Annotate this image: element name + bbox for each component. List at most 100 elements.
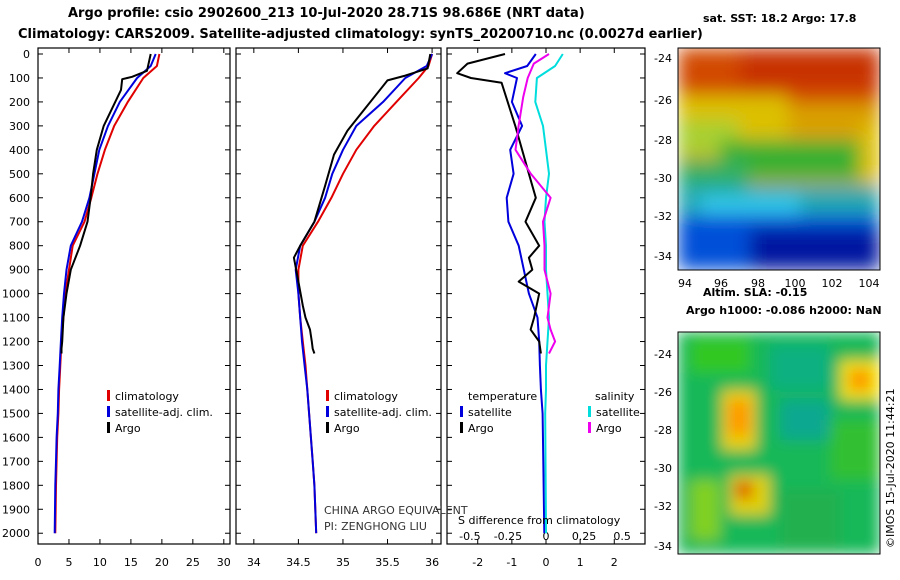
annotation-institution: CHINA ARGO EQUIVALENT xyxy=(324,504,468,517)
legend-label-argo: Argo xyxy=(334,422,360,435)
sla-lat-tick-label: -26 xyxy=(654,386,672,399)
legend-swatch-climatology xyxy=(326,390,329,401)
x-tick-label: -1 xyxy=(506,556,517,569)
legend-label-satellite: satellite-adj. clim. xyxy=(334,406,432,419)
depth-tick-label: 1400 xyxy=(2,383,30,396)
sst-map-frame xyxy=(677,47,881,271)
annotation-pi: PI: ZENGHONG LIU xyxy=(324,520,427,533)
legend-label-argo: Argo xyxy=(115,422,141,435)
x-tick-label: 36 xyxy=(425,556,439,569)
x-tick-label: 20 xyxy=(155,556,169,569)
depth-tick-label: 1100 xyxy=(2,312,30,325)
x-tick-label: 1 xyxy=(577,556,584,569)
legend-swatch-sal-satellite xyxy=(588,406,591,417)
legend-head-salinity: salinity xyxy=(595,390,635,403)
legend-swatch-sal-argo xyxy=(588,422,591,433)
sst-lon-tick-label: 100 xyxy=(785,277,806,290)
series-line-satellite-adj-clim- xyxy=(294,53,434,534)
map-axes: -24 -26 -28 -30 -32 -34 94 96 98 100 102 104 -24 -26 -… xyxy=(654,52,879,553)
x-tick-label: 34.5 xyxy=(286,556,311,569)
legend-label-climatology: climatology xyxy=(334,390,398,403)
depth-tick-label: 1800 xyxy=(2,479,30,492)
legend-swatch-satellite xyxy=(326,406,329,417)
sla-lat-tick-label: -24 xyxy=(654,348,672,361)
sla-lat-tick-label: -30 xyxy=(654,462,672,475)
sst-lat-tick-label: -26 xyxy=(654,94,672,107)
salinity-diff-tick-label: 0.25 xyxy=(572,530,597,543)
series-line-satellite-adj-clim- xyxy=(53,53,157,534)
legend-head-temperature: temperature xyxy=(468,390,537,403)
x-tick-label: 2 xyxy=(611,556,618,569)
sst-lon-tick-label: 96 xyxy=(714,277,728,290)
sst-lat-tick-label: -34 xyxy=(654,250,672,263)
depth-tick-label: 200 xyxy=(9,96,30,109)
sst-lat-tick-label: -28 xyxy=(654,134,672,147)
sla-map-subtitle: Argo h1000: -0.086 h2000: NaN xyxy=(686,304,882,317)
x-tick-label: 34 xyxy=(247,556,261,569)
sst-lon-tick-label: 98 xyxy=(751,277,765,290)
salinity-diff-tick-label: 0 xyxy=(543,530,550,543)
title-line-1: Argo profile: csio 2902600_213 10-Jul-20… xyxy=(68,6,585,21)
legend-label-sal-satellite: satellite xyxy=(596,406,640,419)
legend-label-satellite: satellite-adj. clim. xyxy=(115,406,213,419)
series-line-climatology xyxy=(297,53,434,534)
sla-lat-tick-label: -34 xyxy=(654,540,672,553)
difference-legend: temperature salinity satellite Argo sate… xyxy=(458,390,640,527)
x-tick-label: -2 xyxy=(472,556,483,569)
legend-swatch-temp-argo xyxy=(460,422,463,433)
legend-label-temp-argo: Argo xyxy=(468,422,494,435)
temperature-legend: climatology satellite-adj. clim. Argo xyxy=(107,390,213,435)
sla-lat-tick-label: -28 xyxy=(654,424,672,437)
series-line-temperature-argo xyxy=(456,53,542,354)
x-tick-label: 0 xyxy=(35,556,42,569)
sst-lon-tick-label: 104 xyxy=(859,277,880,290)
depth-tick-label: 2000 xyxy=(2,527,30,540)
legend-label-climatology: climatology xyxy=(115,390,179,403)
depth-tick-label: 900 xyxy=(9,264,30,277)
title-line-2: Climatology: CARS2009. Satellite-adjuste… xyxy=(18,27,703,42)
imos-credit: ©IMOS 15-Jul-2020 11:44:21 xyxy=(884,388,897,548)
sst-lat-tick-label: -32 xyxy=(654,210,672,223)
sla-map-title: Altim. SLA: -0.15 xyxy=(703,286,807,299)
x-tick-label: 35.5 xyxy=(375,556,400,569)
sst-lat-tick-label: -24 xyxy=(654,52,672,65)
depth-tick-label: 100 xyxy=(9,72,30,85)
x-tick-label: 15 xyxy=(124,556,138,569)
depth-tick-label: 600 xyxy=(9,192,30,205)
x-tick-label: 25 xyxy=(186,556,200,569)
depth-tick-label: 500 xyxy=(9,168,30,181)
depth-tick-label: 300 xyxy=(9,120,30,133)
sla-lat-tick-label: -32 xyxy=(654,500,672,513)
sst-lon-tick-label: 94 xyxy=(678,277,692,290)
legend-label-sal-argo: Argo xyxy=(596,422,622,435)
sla-heatmap xyxy=(678,332,880,554)
depth-tick-label: 1900 xyxy=(2,503,30,516)
salinity-diff-tick-label: -0.25 xyxy=(494,530,522,543)
x-tick-label: 30 xyxy=(217,556,231,569)
axes-layer: 0100200300400500600700800900100011001200… xyxy=(2,48,645,569)
series-line-salinity-argo xyxy=(514,53,557,354)
salinity-diff-tick-label: -0.5 xyxy=(459,530,480,543)
depth-tick-label: 1600 xyxy=(2,431,30,444)
series-line-argo xyxy=(60,53,152,354)
series-line-argo xyxy=(292,53,432,354)
salinity-diff-tick-label: 0.5 xyxy=(613,530,631,543)
sla-map-frame xyxy=(677,331,881,555)
salinity-panel-frame xyxy=(235,47,442,545)
legend-label-temp-satellite: satellite xyxy=(468,406,512,419)
sst-lon-tick-label: 102 xyxy=(822,277,843,290)
x-tick-label: 35 xyxy=(336,556,350,569)
depth-tick-label: 1200 xyxy=(2,336,30,349)
x-tick-label: 5 xyxy=(65,556,72,569)
depth-tick-label: 700 xyxy=(9,216,30,229)
depth-tick-label: 400 xyxy=(9,144,30,157)
depth-tick-label: 1000 xyxy=(2,288,30,301)
legend-swatch-argo xyxy=(107,422,110,433)
sst-map-title: sat. SST: 18.2 Argo: 17.8 xyxy=(703,12,856,25)
legend-swatch-temp-satellite xyxy=(460,406,463,417)
depth-tick-label: 1300 xyxy=(2,359,30,372)
legend-swatch-climatology xyxy=(107,390,110,401)
depth-tick-label: 1700 xyxy=(2,455,30,468)
temperature-panel-frame xyxy=(37,47,231,545)
